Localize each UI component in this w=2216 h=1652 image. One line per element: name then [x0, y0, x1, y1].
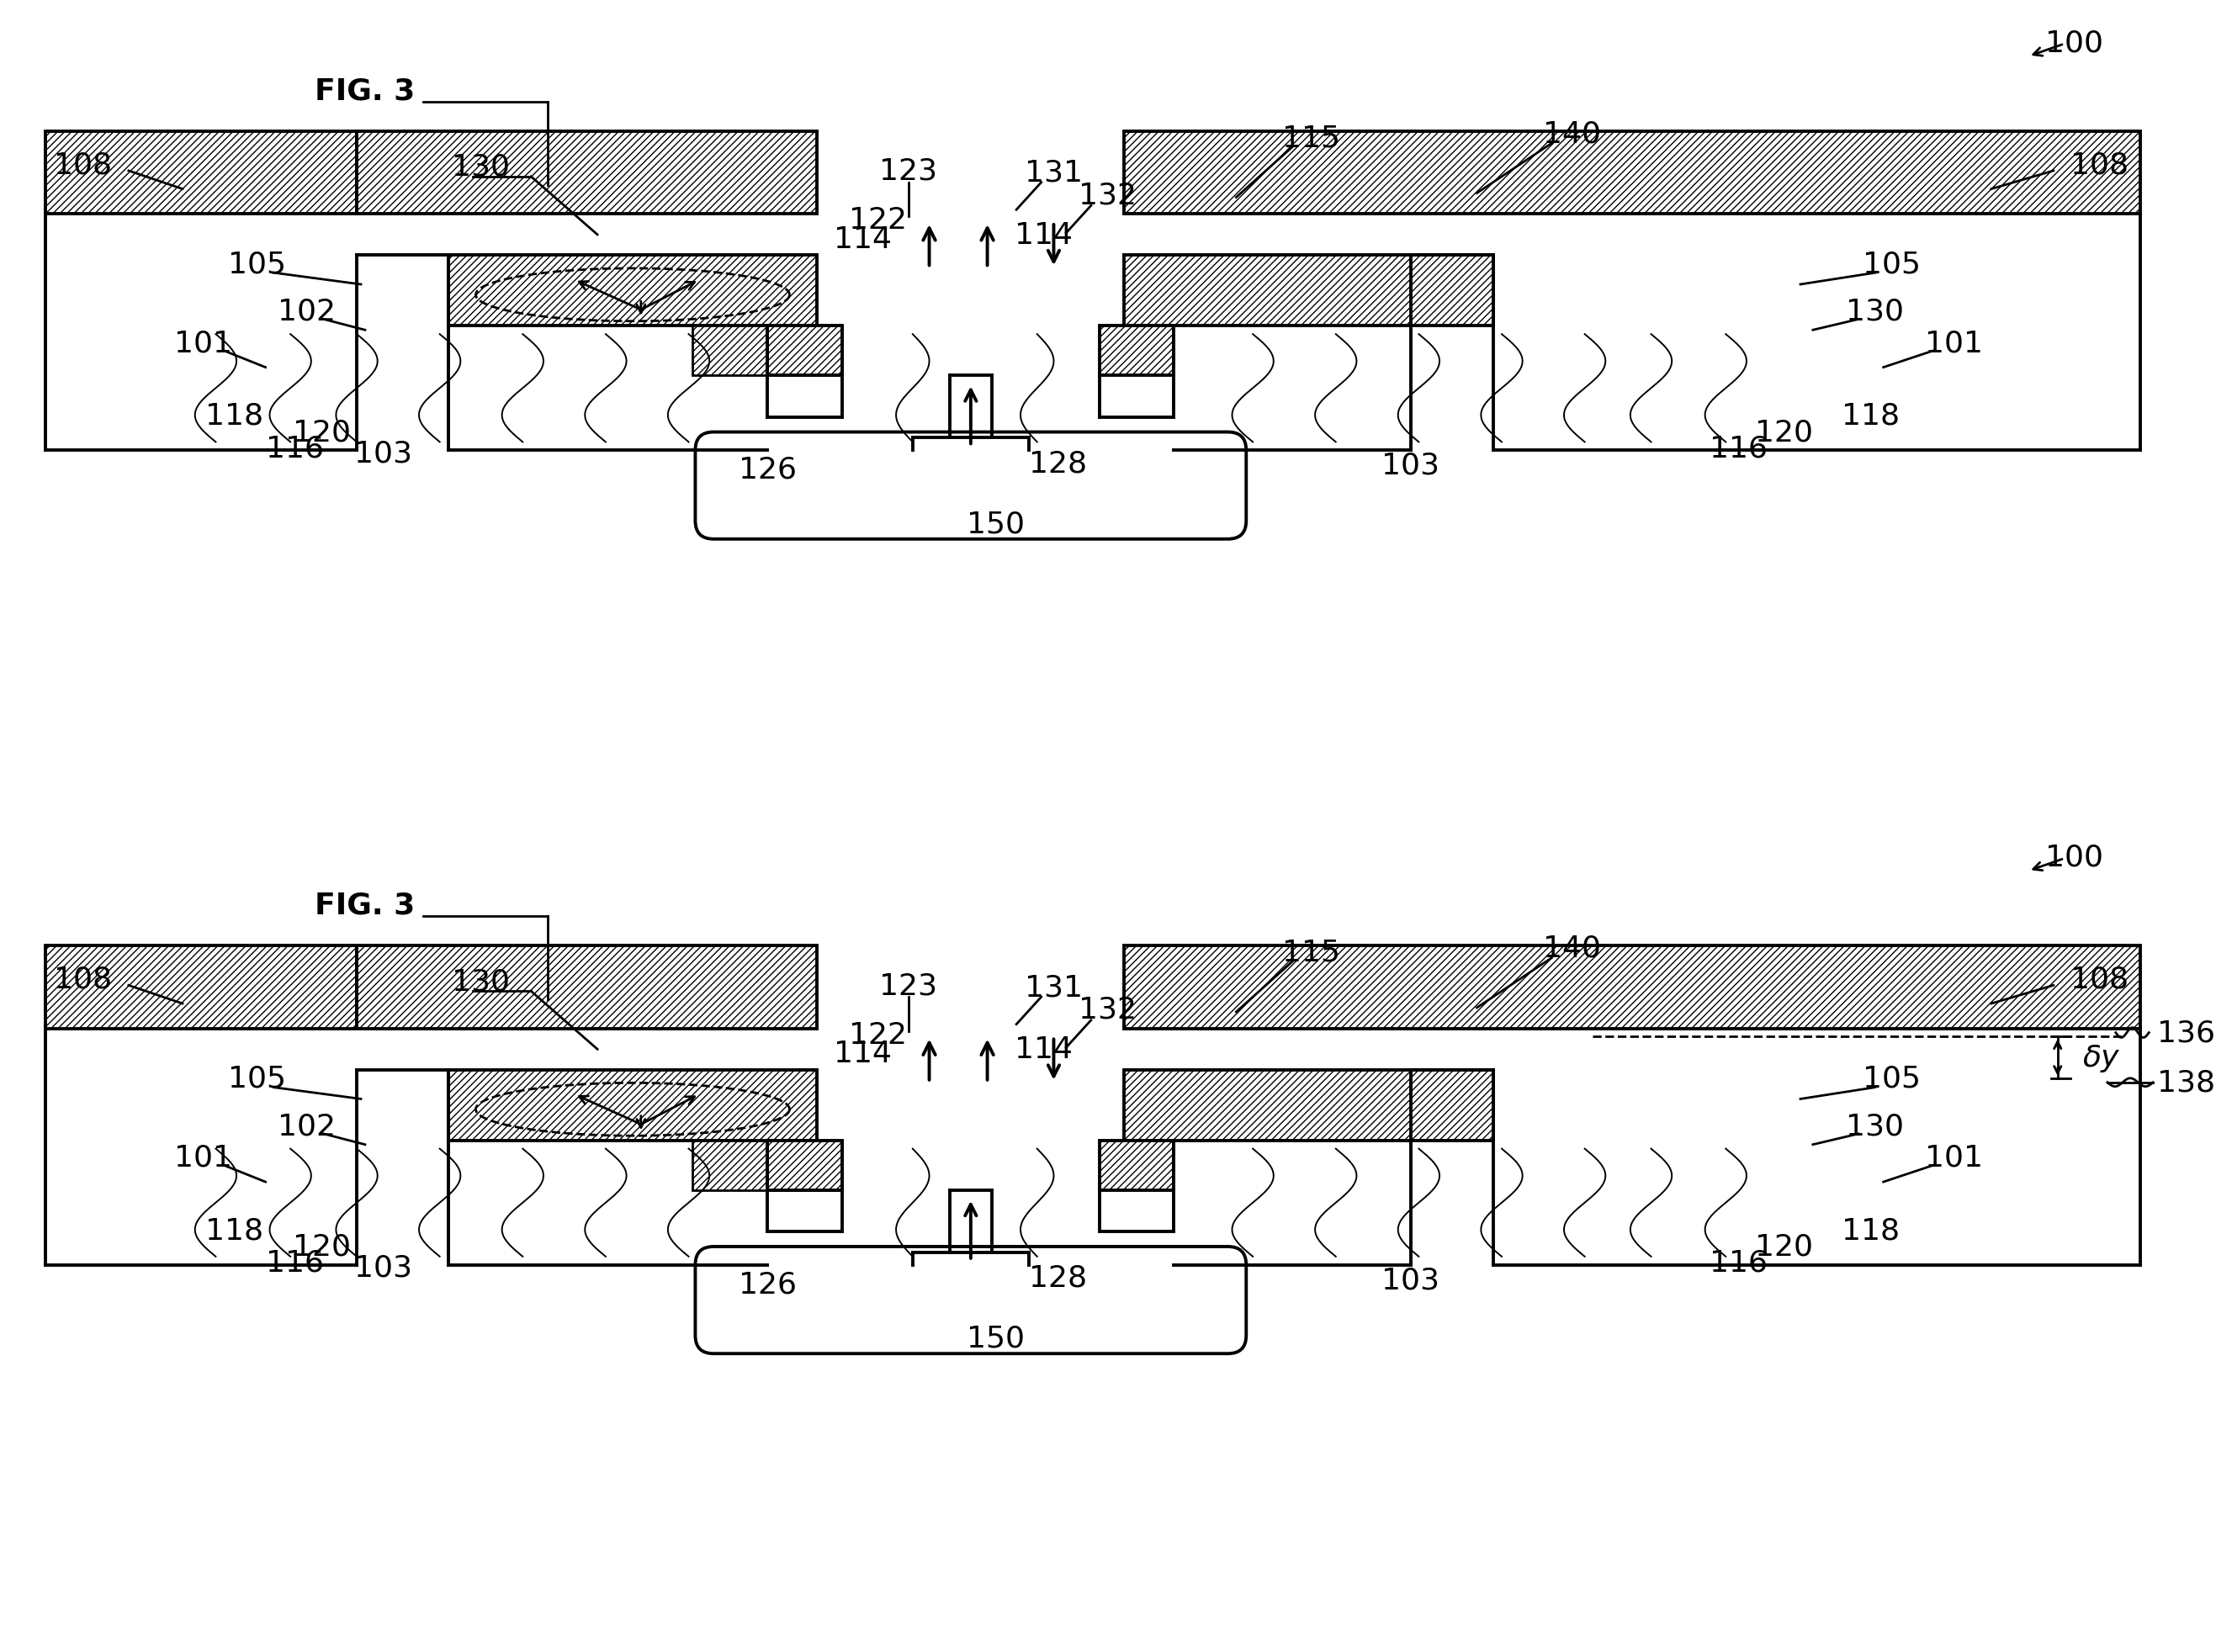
Text: 122: 122: [849, 206, 906, 235]
Text: 123: 123: [880, 971, 937, 999]
Text: 108: 108: [2070, 150, 2127, 178]
Text: 130: 130: [452, 966, 510, 996]
Text: 130: 130: [1846, 1112, 1904, 1140]
Text: 108: 108: [53, 150, 113, 178]
Text: 132: 132: [1079, 996, 1137, 1024]
Text: 108: 108: [2070, 965, 2127, 993]
Bar: [767, 1140, 842, 1191]
Text: 103: 103: [355, 1254, 412, 1282]
Text: 115: 115: [1281, 124, 1341, 152]
Text: 118: 118: [1841, 1216, 1899, 1244]
Text: 114: 114: [1015, 221, 1073, 249]
Text: 108: 108: [53, 965, 113, 993]
Bar: [357, 132, 818, 215]
Bar: [694, 327, 842, 377]
Text: 116: 116: [1709, 434, 1766, 463]
Bar: [1124, 256, 1494, 327]
Bar: [1124, 1070, 1494, 1140]
Text: FIG. 3: FIG. 3: [315, 76, 414, 106]
Bar: [1099, 1140, 1174, 1191]
Text: 138: 138: [2156, 1069, 2216, 1097]
Text: 100: 100: [2045, 28, 2103, 58]
Text: 140: 140: [1542, 121, 1602, 149]
Text: 102: 102: [277, 1112, 337, 1140]
Text: 131: 131: [1024, 973, 1084, 1001]
Bar: [47, 132, 357, 215]
Text: 105: 105: [1864, 249, 1921, 279]
Text: 126: 126: [738, 1270, 796, 1298]
Text: 102: 102: [277, 297, 337, 325]
Text: 122: 122: [849, 1021, 906, 1049]
FancyBboxPatch shape: [696, 1247, 1245, 1353]
Text: 101: 101: [1926, 1143, 1983, 1171]
Text: 101: 101: [1926, 329, 1983, 357]
Bar: [357, 947, 818, 1029]
Bar: [47, 947, 357, 1029]
Bar: [448, 256, 818, 327]
Text: 132: 132: [1079, 182, 1137, 210]
Text: 150: 150: [966, 1323, 1024, 1353]
Text: 101: 101: [175, 1143, 233, 1171]
Text: 103: 103: [1381, 1265, 1440, 1294]
Bar: [767, 327, 842, 377]
FancyBboxPatch shape: [696, 433, 1245, 540]
Text: 123: 123: [880, 157, 937, 185]
Text: 120: 120: [293, 418, 350, 448]
Text: 118: 118: [204, 1216, 264, 1244]
Text: 140: 140: [1542, 933, 1602, 963]
Text: 114: 114: [833, 1039, 891, 1067]
Bar: [1124, 132, 2141, 215]
Text: 116: 116: [266, 1249, 324, 1277]
Text: FIG. 3: FIG. 3: [315, 890, 414, 920]
Text: 114: 114: [1015, 1036, 1073, 1064]
Text: 120: 120: [293, 1232, 350, 1260]
Text: 116: 116: [266, 434, 324, 463]
Text: 103: 103: [355, 439, 412, 468]
Text: 120: 120: [1755, 418, 1813, 448]
Text: 126: 126: [738, 456, 796, 484]
Text: 101: 101: [175, 329, 233, 357]
Text: 128: 128: [1028, 449, 1086, 477]
Text: 118: 118: [1841, 401, 1899, 430]
Text: 120: 120: [1755, 1232, 1813, 1260]
Bar: [1124, 947, 2141, 1029]
Bar: [1099, 327, 1174, 377]
Text: 100: 100: [2045, 843, 2103, 871]
Text: 105: 105: [228, 249, 286, 279]
Text: 128: 128: [1028, 1264, 1086, 1292]
Text: 150: 150: [966, 509, 1024, 539]
Text: 105: 105: [228, 1064, 286, 1092]
Text: 115: 115: [1281, 938, 1341, 966]
Text: 130: 130: [1846, 297, 1904, 325]
Text: 131: 131: [1024, 159, 1084, 187]
Text: 136: 136: [2156, 1019, 2216, 1047]
Text: 105: 105: [1864, 1064, 1921, 1092]
Text: 103: 103: [1381, 451, 1440, 481]
Bar: [448, 1070, 818, 1140]
Text: 114: 114: [833, 225, 891, 254]
Bar: [694, 1140, 842, 1191]
Text: δy: δy: [2083, 1044, 2118, 1072]
Text: 130: 130: [452, 154, 510, 182]
Text: 118: 118: [204, 401, 264, 430]
Text: 116: 116: [1709, 1249, 1766, 1277]
